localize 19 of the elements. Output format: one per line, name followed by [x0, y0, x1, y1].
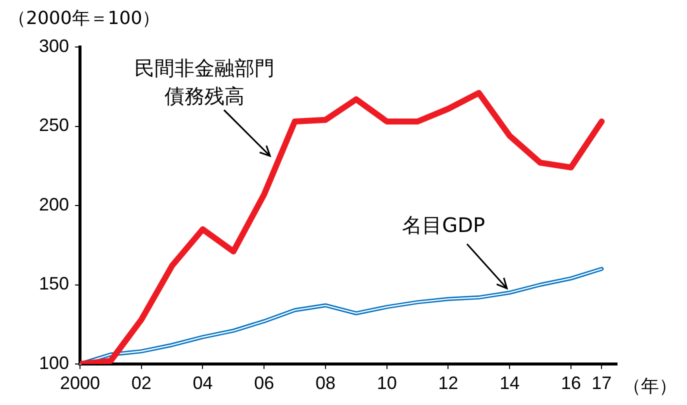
y-tick-label: 250: [38, 115, 69, 136]
y-tick-label: 100: [38, 352, 69, 373]
y-tick-label: 150: [38, 274, 69, 294]
series-label: 民間非金融部門債務残高: [133, 54, 276, 110]
x-tick-label: 2000: [60, 372, 100, 393]
x-tick-label: 17: [592, 372, 612, 393]
x-tick-label: 10: [376, 372, 397, 393]
x-tick-label: 14: [500, 372, 520, 393]
x-tick-label: 12: [438, 372, 458, 393]
y-tick-label: 200: [38, 194, 69, 214]
y-axis-title: （2000年＝100）: [8, 7, 160, 30]
x-tick-label: 08: [315, 372, 336, 393]
y-tick-label: 300: [38, 36, 69, 56]
text: 名目GDP: [402, 212, 486, 239]
x-tick-label: 16: [560, 372, 581, 393]
x-tick-label: 02: [131, 372, 152, 393]
x-tick-label: 04: [192, 372, 213, 393]
x-axis-title: （年）: [623, 375, 677, 398]
x-tick-label: 06: [254, 372, 274, 393]
